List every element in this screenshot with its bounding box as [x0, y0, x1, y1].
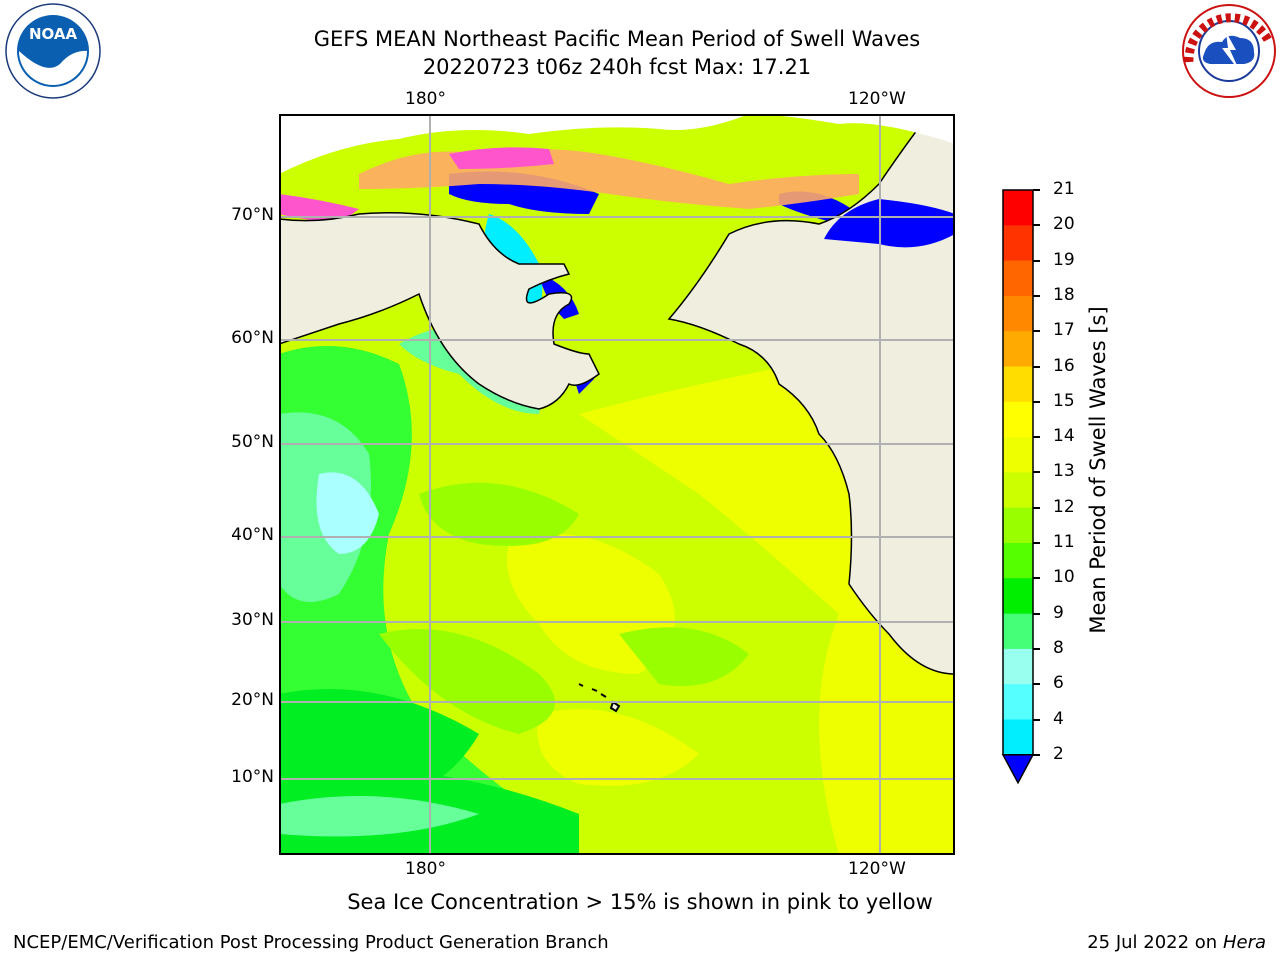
map-subtitle: 20220723 t06z 240h fcst Max: 17.21	[422, 55, 812, 79]
colorbar-tick-mark	[1033, 365, 1040, 368]
colorbar-tick-label: 10	[1053, 567, 1075, 588]
colorbar-tick-mark	[1033, 612, 1040, 615]
colorbar-tick-label: 12	[1053, 496, 1075, 517]
colorbar-segment	[1003, 437, 1033, 473]
lat-label-60n: 60°N	[231, 328, 274, 348]
colorbar-tick-mark	[1033, 718, 1040, 721]
colorbar-segment	[1003, 295, 1033, 332]
colorbar-tick-label: 9	[1053, 602, 1064, 623]
lat-label-20n: 20°N	[231, 690, 274, 710]
colorbar-tick-label: 4	[1053, 708, 1064, 729]
colorbar-segment	[1003, 507, 1033, 544]
lat-label-40n: 40°N	[231, 525, 274, 545]
colorbar-tick-label: 8	[1053, 637, 1064, 658]
colorbar-tick-label: 17	[1053, 320, 1075, 341]
lat-label-50n: 50°N	[231, 432, 274, 452]
bottom-lon-label-180: 180°	[405, 859, 446, 879]
lat-label-30n: 30°N	[231, 610, 274, 630]
colorbar-segment	[1003, 366, 1033, 403]
top-lon-label-180: 180°	[405, 89, 446, 109]
colorbar-tick-label: 6	[1053, 673, 1064, 694]
noaa-logo: NOAA	[2, 2, 104, 100]
colorbar-label: Mean Period of Swell Waves [s]	[1086, 306, 1110, 634]
lat-label-70n: 70°N	[231, 205, 274, 225]
colorbar-tick-mark	[1033, 189, 1040, 191]
colorbar-tick-mark	[1033, 683, 1040, 686]
footer-credit: NCEP/EMC/Verification Post Processing Pr…	[13, 932, 609, 953]
colorbar-tick-mark	[1033, 542, 1040, 544]
colorbar-tick-mark	[1033, 471, 1040, 474]
bottom-lon-label-120w: 120°W	[848, 859, 906, 879]
map-panel	[279, 114, 955, 855]
colorbar-tick-mark	[1033, 436, 1040, 439]
colorbar-tick-mark	[1033, 400, 1040, 403]
colorbar-segment	[1003, 719, 1033, 756]
footer-host: Hera	[1222, 932, 1266, 953]
colorbar-tick-mark	[1033, 577, 1040, 580]
colorbar-tick-label: 15	[1053, 390, 1075, 411]
svg-text:NOAA: NOAA	[29, 25, 78, 43]
lat-label-10n: 10°N	[231, 767, 274, 787]
colorbar	[1000, 186, 1040, 786]
colorbar-tick-mark	[1033, 224, 1040, 227]
colorbar-extend-arrow	[1001, 754, 1035, 785]
colorbar-segment	[1003, 684, 1033, 720]
colorbar-segment	[1003, 543, 1033, 579]
colorbar-tick-mark	[1033, 647, 1040, 650]
land-north-america	[667, 114, 955, 675]
map-title: GEFS MEAN Northeast Pacific Mean Period …	[313, 27, 921, 51]
colorbar-tick-mark	[1033, 330, 1040, 333]
colorbar-tick-label: 21	[1053, 179, 1075, 199]
top-lon-label-120w: 120°W	[848, 89, 906, 109]
land-hawaii	[578, 683, 621, 713]
colorbar-segment	[1003, 190, 1033, 226]
colorbar-segment	[1003, 648, 1033, 685]
colorbar-segment	[1003, 331, 1033, 367]
colorbar-tick-label: 13	[1053, 461, 1075, 482]
colorbar-tick-label: 11	[1053, 532, 1075, 552]
colorbar-tick-mark	[1033, 259, 1040, 262]
colorbar-segment	[1003, 472, 1033, 509]
nws-logo	[1180, 2, 1278, 100]
footer-date: 25 Jul 2022 on Hera	[1087, 932, 1266, 953]
colorbar-segment	[1003, 578, 1033, 615]
colorbar-segment	[1003, 613, 1033, 650]
land-siberia-alaska	[279, 212, 600, 410]
colorbar-segment	[1003, 260, 1033, 297]
footer-date-text: 25 Jul 2022 on	[1087, 932, 1223, 953]
colorbar-tick-mark	[1033, 753, 1040, 756]
colorbar-tick-label: 20	[1053, 214, 1075, 235]
graticule	[279, 114, 955, 855]
colorbar-tick-label: 19	[1053, 249, 1075, 270]
colorbar-tick-mark	[1033, 506, 1040, 509]
colorbar-segment	[1003, 401, 1033, 438]
colorbar-tick-label: 16	[1053, 355, 1075, 376]
map-canvas	[279, 114, 955, 855]
colorbar-tick-label: 14	[1053, 426, 1075, 447]
sea-ice-note: Sea Ice Concentration > 15% is shown in …	[347, 890, 933, 914]
colorbar-segment	[1003, 225, 1033, 262]
colorbar-tick-label: 18	[1053, 284, 1075, 305]
colorbar-tick-mark	[1033, 294, 1040, 297]
colorbar-tick-label: 2	[1053, 743, 1064, 764]
